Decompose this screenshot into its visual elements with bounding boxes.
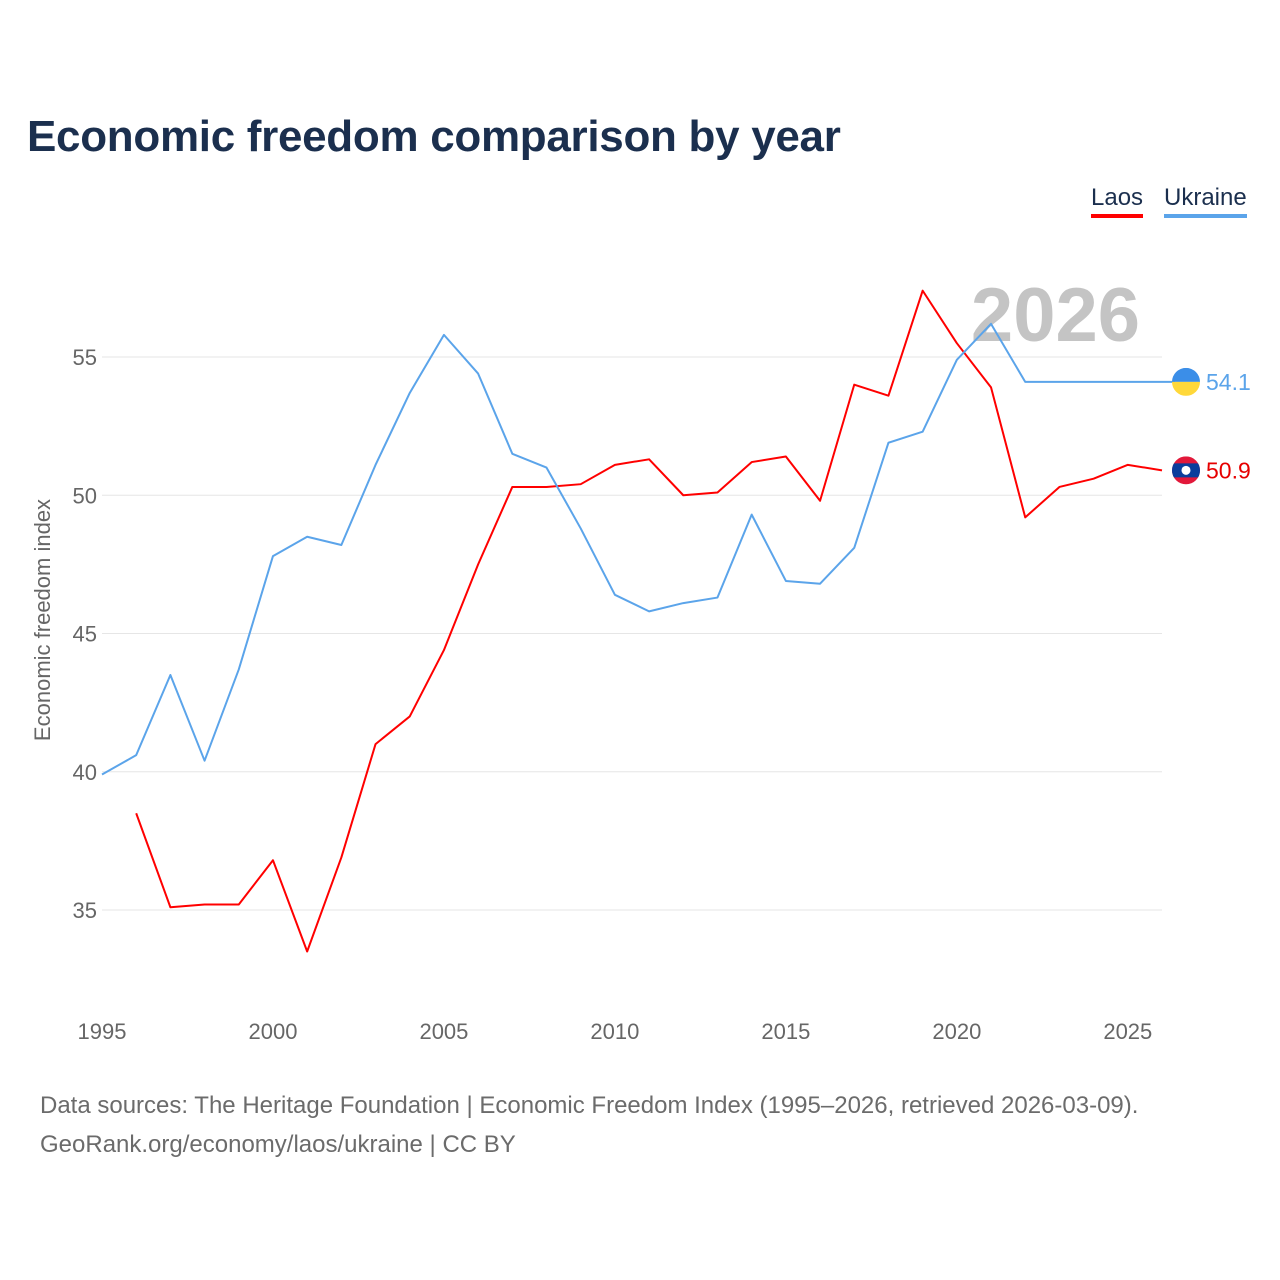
y-tick-label: 55 xyxy=(73,345,97,370)
data-point-ukraine[interactable] xyxy=(373,462,379,468)
legend-ukraine[interactable]: Ukraine xyxy=(1164,184,1247,218)
data-point-laos[interactable] xyxy=(646,456,652,462)
x-tick-label: 2015 xyxy=(761,1019,810,1044)
source-line-1: Data sources: The Heritage Foundation | … xyxy=(40,1092,1139,1119)
data-point-ukraine[interactable] xyxy=(99,772,105,778)
data-point-laos[interactable] xyxy=(1159,467,1165,473)
data-point-laos[interactable] xyxy=(578,481,584,487)
data-point-laos[interactable] xyxy=(988,384,994,390)
data-point-ukraine[interactable] xyxy=(1125,379,1131,385)
series-line-laos xyxy=(135,289,1163,953)
data-point-laos[interactable] xyxy=(373,741,379,747)
data-point-laos[interactable] xyxy=(1125,462,1131,468)
data-point-laos[interactable] xyxy=(202,901,208,907)
data-point-laos[interactable] xyxy=(920,288,926,294)
x-tick-label: 2025 xyxy=(1103,1019,1152,1044)
data-point-ukraine[interactable] xyxy=(920,429,926,435)
data-point-laos[interactable] xyxy=(714,489,720,495)
data-point-laos[interactable] xyxy=(475,561,481,567)
y-tick-label: 50 xyxy=(73,483,97,508)
data-point-ukraine[interactable] xyxy=(441,332,447,338)
x-tick-label: 2005 xyxy=(419,1019,468,1044)
data-point-laos[interactable] xyxy=(1091,476,1097,482)
source-note: Data sources: The Heritage Foundation | … xyxy=(40,1086,1138,1164)
data-point-laos[interactable] xyxy=(509,484,515,490)
data-point-ukraine[interactable] xyxy=(783,578,789,584)
data-point-ukraine[interactable] xyxy=(304,534,310,540)
series-line-ukraine xyxy=(101,322,1175,776)
data-point-laos[interactable] xyxy=(270,857,276,863)
data-point-laos[interactable] xyxy=(783,454,789,460)
data-point-ukraine[interactable] xyxy=(407,390,413,396)
data-point-ukraine[interactable] xyxy=(236,666,242,672)
data-point-ukraine[interactable] xyxy=(1022,379,1028,385)
source-line-2[interactable]: GeoRank.org/economy/laos/ukraine | CC BY xyxy=(40,1131,516,1158)
data-point-ukraine[interactable] xyxy=(544,465,550,471)
data-point-ukraine[interactable] xyxy=(1056,379,1062,385)
data-point-ukraine[interactable] xyxy=(885,440,891,446)
data-point-laos[interactable] xyxy=(133,810,139,816)
data-point-laos[interactable] xyxy=(749,459,755,465)
data-point-ukraine[interactable] xyxy=(988,321,994,327)
data-point-ukraine[interactable] xyxy=(954,357,960,363)
data-point-laos[interactable] xyxy=(338,854,344,860)
data-point-ukraine[interactable] xyxy=(133,752,139,758)
flag-laos-icon xyxy=(1172,456,1200,485)
data-point-laos[interactable] xyxy=(954,340,960,346)
data-point-ukraine[interactable] xyxy=(202,758,208,764)
data-point-ukraine[interactable] xyxy=(714,595,720,601)
end-value-ukraine: 54.1 xyxy=(1206,369,1251,395)
year-watermark: 2026 xyxy=(971,273,1140,358)
data-point-laos[interactable] xyxy=(407,713,413,719)
data-point-laos[interactable] xyxy=(612,462,618,468)
flag-ukraine-icon xyxy=(1172,367,1200,396)
x-tick-label: 2010 xyxy=(590,1019,639,1044)
legend-laos[interactable]: Laos xyxy=(1091,184,1144,218)
data-point-ukraine[interactable] xyxy=(612,592,618,598)
data-point-ukraine[interactable] xyxy=(680,600,686,606)
x-tick-label: 2020 xyxy=(932,1019,981,1044)
data-point-laos[interactable] xyxy=(680,492,686,498)
data-point-laos[interactable] xyxy=(1056,484,1062,490)
data-point-laos[interactable] xyxy=(167,904,173,910)
x-tick-label: 1995 xyxy=(78,1019,127,1044)
y-tick-label: 45 xyxy=(73,622,97,647)
y-tick-label: 35 xyxy=(73,898,97,923)
data-point-ukraine[interactable] xyxy=(749,512,755,518)
data-point-ukraine[interactable] xyxy=(578,525,584,531)
data-point-laos[interactable] xyxy=(236,901,242,907)
data-point-laos[interactable] xyxy=(817,498,823,504)
data-point-laos[interactable] xyxy=(304,948,310,954)
data-point-laos[interactable] xyxy=(544,484,550,490)
data-point-ukraine[interactable] xyxy=(1091,379,1097,385)
data-point-ukraine[interactable] xyxy=(475,371,481,377)
data-point-ukraine[interactable] xyxy=(509,451,515,457)
data-point-ukraine[interactable] xyxy=(851,545,857,551)
chart-title: Economic freedom comparison by year xyxy=(27,112,841,161)
end-value-laos: 50.9 xyxy=(1206,457,1251,483)
data-point-laos[interactable] xyxy=(885,393,891,399)
data-point-laos[interactable] xyxy=(851,382,857,388)
data-point-laos[interactable] xyxy=(1022,514,1028,520)
y-axis-label: Economic freedom index xyxy=(30,499,55,741)
data-point-ukraine[interactable] xyxy=(167,672,173,678)
data-point-ukraine[interactable] xyxy=(646,608,652,614)
data-point-ukraine[interactable] xyxy=(817,581,823,587)
y-tick-label: 40 xyxy=(73,760,97,785)
data-point-ukraine[interactable] xyxy=(338,542,344,548)
data-point-laos[interactable] xyxy=(441,647,447,653)
data-point-ukraine[interactable] xyxy=(270,553,276,559)
x-tick-label: 2000 xyxy=(248,1019,297,1044)
data-point-ukraine[interactable] xyxy=(1159,379,1165,385)
